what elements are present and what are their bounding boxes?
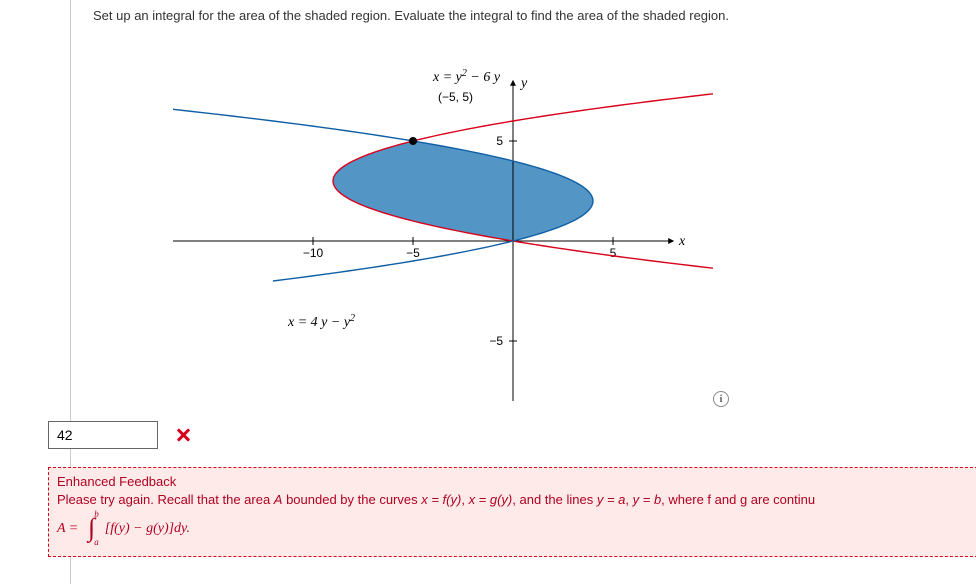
enhanced-feedback-panel: Enhanced Feedback Please try again. Reca… (48, 467, 976, 557)
svg-text:5: 5 (610, 246, 617, 260)
svg-text:x = 4 y − y2: x = 4 y − y2 (287, 313, 355, 330)
svg-text:(−5, 5): (−5, 5) (438, 90, 473, 104)
svg-text:y: y (519, 76, 528, 91)
feedback-title: Enhanced Feedback (57, 474, 976, 489)
svg-text:−5: −5 (406, 246, 420, 260)
incorrect-icon (176, 428, 190, 442)
feedback-body: Please try again. Recall that the area A… (57, 492, 976, 507)
answer-row (48, 421, 976, 449)
answer-input[interactable] (48, 421, 158, 449)
svg-text:5: 5 (496, 134, 503, 148)
integral-symbol: b ∫ a (84, 511, 99, 546)
question-prompt: Set up an integral for the area of the s… (93, 8, 976, 23)
svg-text:x = y2 − 6 y: x = y2 − 6 y (432, 68, 501, 85)
area-between-curves-graph: −10 −5 5 −5 5 y x x = y2 − 6 y x = 4 y − y2 (−5, … (173, 41, 713, 411)
svg-text:−10: −10 (303, 246, 324, 260)
svg-text:x: x (678, 234, 686, 249)
svg-text:−5: −5 (489, 334, 503, 348)
info-icon[interactable]: i (713, 391, 729, 407)
feedback-formula: A = b ∫ a [f(y) − g(y)]dy. (57, 511, 976, 546)
graph-container: −10 −5 5 −5 5 y x x = y2 − 6 y x = 4 y − y2 (−5, … (173, 41, 733, 411)
question-content: Set up an integral for the area of the s… (71, 0, 976, 557)
